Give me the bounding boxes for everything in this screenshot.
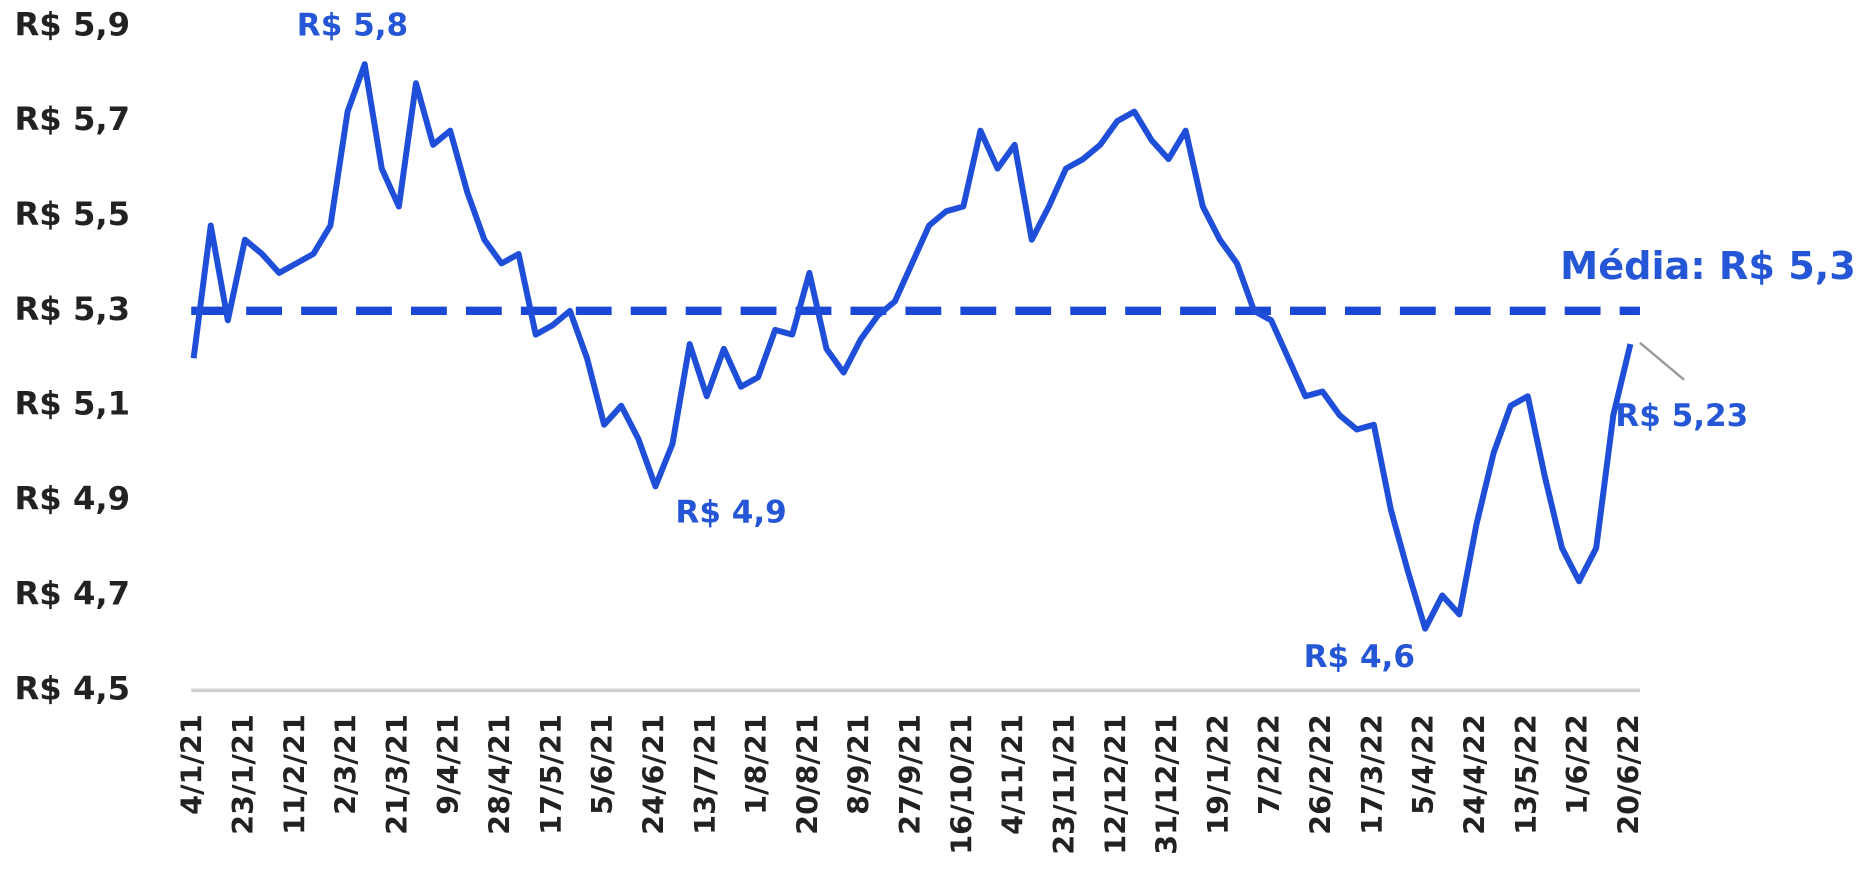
y-tick-label: R$ 5,9 bbox=[14, 5, 130, 43]
x-tick-label: 23/1/21 bbox=[226, 714, 260, 835]
y-tick-label: R$ 5,3 bbox=[14, 290, 130, 328]
x-tick-label: 27/9/21 bbox=[893, 714, 927, 835]
x-tick-label: 12/12/21 bbox=[1098, 714, 1132, 855]
x-tick-label: 31/12/21 bbox=[1150, 714, 1184, 855]
x-tick-label: 7/2/22 bbox=[1252, 714, 1286, 815]
x-tick-label: 20/6/22 bbox=[1611, 714, 1645, 835]
x-tick-label: 4/1/21 bbox=[175, 714, 209, 815]
y-tick-label: R$ 4,9 bbox=[14, 480, 130, 518]
x-tick-label: 17/3/22 bbox=[1355, 714, 1389, 835]
y-tick-label: R$ 4,5 bbox=[14, 669, 130, 707]
x-tick-label: 21/3/21 bbox=[380, 714, 414, 835]
x-tick-label: 23/11/21 bbox=[1047, 714, 1081, 855]
x-tick-label: 24/4/22 bbox=[1457, 714, 1491, 835]
annotation: R$ 5,8 bbox=[297, 7, 408, 43]
x-tick-label: 4/11/21 bbox=[996, 714, 1030, 835]
leader-line bbox=[1639, 341, 1685, 381]
x-tick-label: 19/1/22 bbox=[1201, 714, 1235, 835]
y-tick-label: R$ 5,5 bbox=[14, 195, 130, 233]
x-tick-label: 5/6/21 bbox=[585, 714, 619, 815]
annotation: R$ 4,6 bbox=[1304, 639, 1415, 675]
y-tick-label: R$ 5,1 bbox=[14, 385, 130, 423]
price-line bbox=[190, 61, 1634, 632]
x-tick-label: 13/5/22 bbox=[1509, 714, 1543, 835]
x-tick-label: 13/7/21 bbox=[688, 714, 722, 835]
annotation: Média: R$ 5,3 bbox=[1560, 245, 1856, 289]
x-tick-label: 1/8/21 bbox=[739, 714, 773, 815]
x-tick-label: 8/9/21 bbox=[842, 714, 876, 815]
annotation: R$ 4,9 bbox=[675, 495, 786, 531]
y-tick-label: R$ 5,7 bbox=[14, 100, 130, 138]
x-tick-label: 20/8/21 bbox=[790, 714, 824, 835]
annotation: R$ 5,23 bbox=[1615, 398, 1748, 434]
x-tick-label: 26/2/22 bbox=[1304, 714, 1338, 835]
x-tick-label: 5/4/22 bbox=[1406, 714, 1440, 815]
x-tick-label: 11/2/21 bbox=[277, 714, 311, 835]
x-tick-label: 1/6/22 bbox=[1560, 714, 1594, 815]
x-tick-label: 17/5/21 bbox=[534, 714, 568, 835]
x-tick-label: 16/10/21 bbox=[944, 714, 978, 855]
x-tick-label: 2/3/21 bbox=[329, 714, 363, 815]
y-tick-label: R$ 4,7 bbox=[14, 574, 130, 612]
x-tick-label: 24/6/21 bbox=[636, 714, 670, 835]
x-tick-label: 9/4/21 bbox=[431, 714, 465, 815]
x-tick-label: 28/4/21 bbox=[483, 714, 517, 835]
